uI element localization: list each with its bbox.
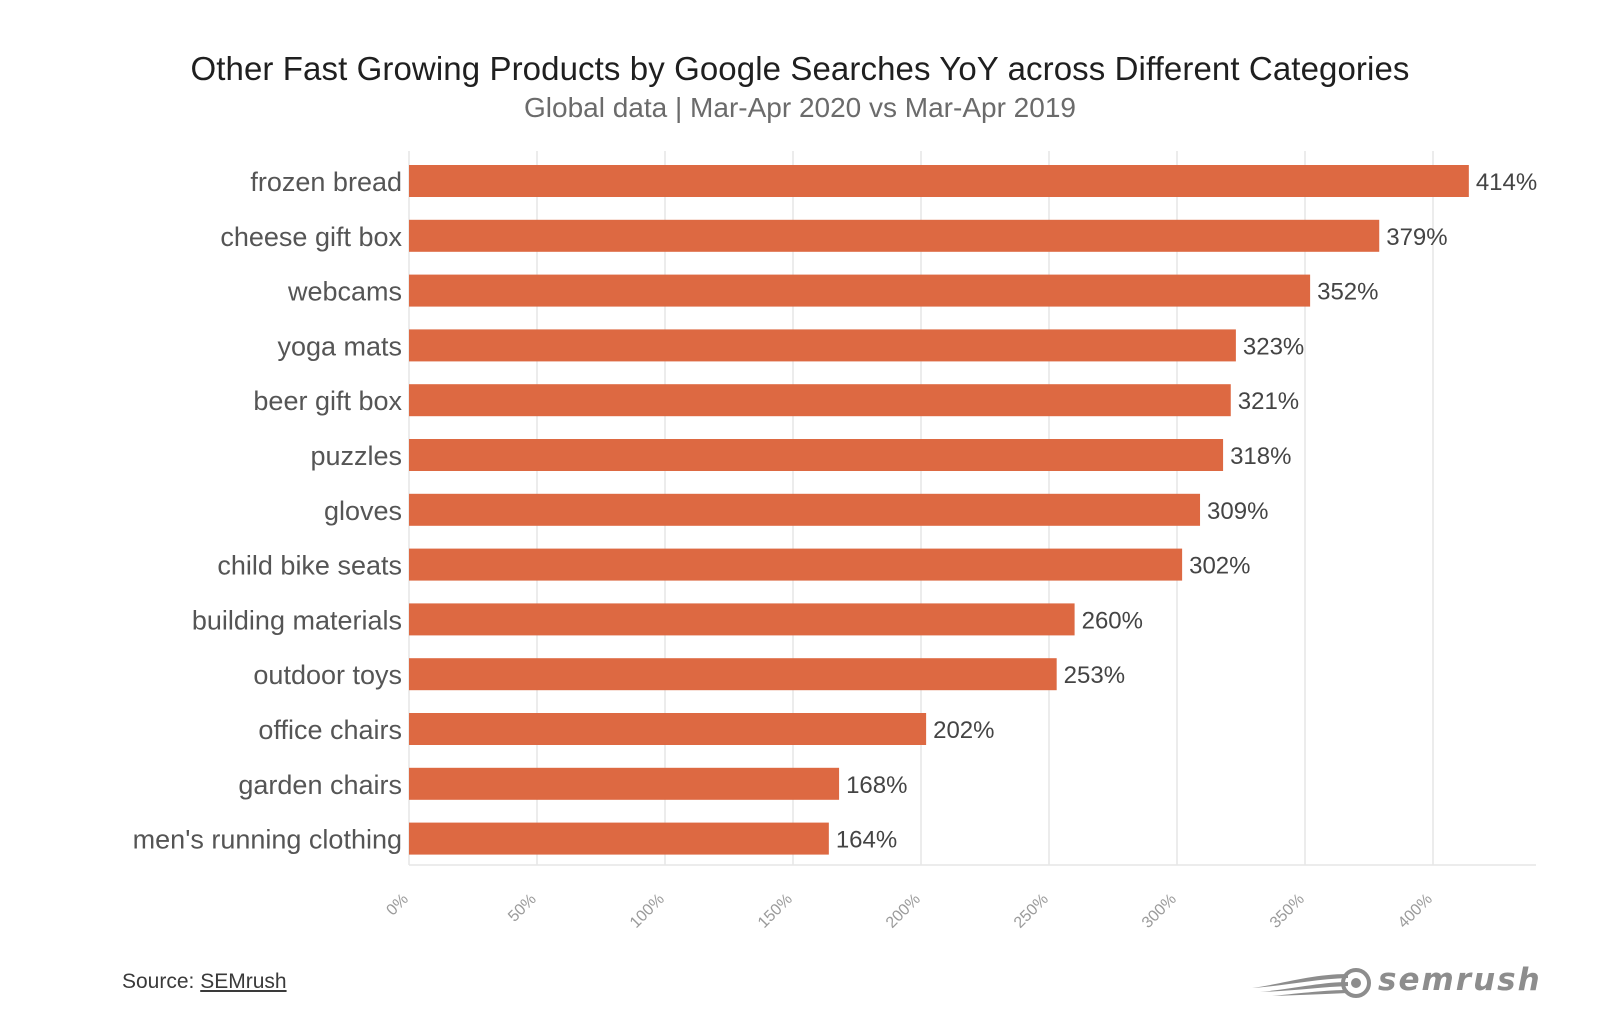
value-label: 414% xyxy=(1476,169,1537,196)
category-label: gloves xyxy=(324,496,402,526)
source-link[interactable]: SEMrush xyxy=(200,970,287,993)
x-axis-ticks: 0% 50% 100% 150% 200% 250% 300% 350% 400% xyxy=(383,891,1435,932)
category-labels: frozen bread cheese gift box webcams yoga m… xyxy=(133,167,403,855)
value-label: 202% xyxy=(933,717,994,744)
bar xyxy=(409,384,1231,417)
x-tick-label: 300% xyxy=(1139,891,1180,932)
category-label: yoga mats xyxy=(277,331,402,361)
x-tick-label: 200% xyxy=(883,891,924,932)
value-label: 164% xyxy=(836,827,897,854)
value-label: 302% xyxy=(1189,553,1250,580)
category-label: men's running clothing xyxy=(133,825,402,855)
bar xyxy=(409,219,1380,252)
x-tick-label: 350% xyxy=(1267,891,1308,932)
value-label: 260% xyxy=(1082,607,1143,634)
bar xyxy=(409,329,1236,362)
semrush-logo: semrush xyxy=(1252,962,1552,1002)
bar xyxy=(409,439,1224,471)
x-tick-label: 50% xyxy=(505,891,540,926)
chart-title: Other Fast Growing Products by Google Se… xyxy=(190,50,1410,87)
bar xyxy=(409,493,1201,526)
chart-subtitle: Global data | Mar-Apr 2020 vs Mar-Apr 20… xyxy=(524,92,1076,123)
value-labels: 414% 379% 352% 323% 321% 318% 309% 302% 260% 253%… xyxy=(836,169,1537,854)
x-tick-label: 0% xyxy=(383,891,411,919)
category-label: webcams xyxy=(287,277,402,307)
bar xyxy=(409,548,1183,581)
comet-logo-icon xyxy=(1252,968,1371,998)
bar xyxy=(409,603,1075,636)
bar xyxy=(409,658,1057,691)
bar xyxy=(409,767,840,800)
value-label: 379% xyxy=(1386,224,1447,251)
category-label: child bike seats xyxy=(217,551,402,581)
logo-wordmark: semrush xyxy=(1378,962,1542,998)
category-label: frozen bread xyxy=(250,167,402,197)
bar xyxy=(409,274,1311,307)
category-label: office chairs xyxy=(258,715,402,745)
category-label: cheese gift box xyxy=(220,222,402,252)
bar xyxy=(409,713,927,745)
value-label: 321% xyxy=(1238,388,1299,415)
x-tick-label: 150% xyxy=(755,891,796,932)
value-label: 352% xyxy=(1317,279,1378,306)
category-label: outdoor toys xyxy=(253,660,402,690)
x-tick-label: 400% xyxy=(1395,891,1436,932)
value-label: 309% xyxy=(1207,498,1268,525)
bar xyxy=(409,822,829,855)
category-label: building materials xyxy=(192,605,402,635)
category-label: garden chairs xyxy=(238,770,402,800)
category-label: puzzles xyxy=(310,441,402,471)
category-label: beer gift box xyxy=(253,386,402,416)
source-prefix: Source: xyxy=(122,970,201,993)
x-tick-label: 100% xyxy=(627,891,668,932)
source-note: Source: SEMrush xyxy=(122,970,287,994)
bars xyxy=(409,165,1469,855)
value-label: 253% xyxy=(1064,662,1125,689)
value-label: 323% xyxy=(1243,333,1304,360)
value-label: 168% xyxy=(846,772,907,799)
x-tick-label: 250% xyxy=(1011,891,1052,932)
bar xyxy=(409,165,1469,197)
value-label: 318% xyxy=(1230,443,1291,470)
